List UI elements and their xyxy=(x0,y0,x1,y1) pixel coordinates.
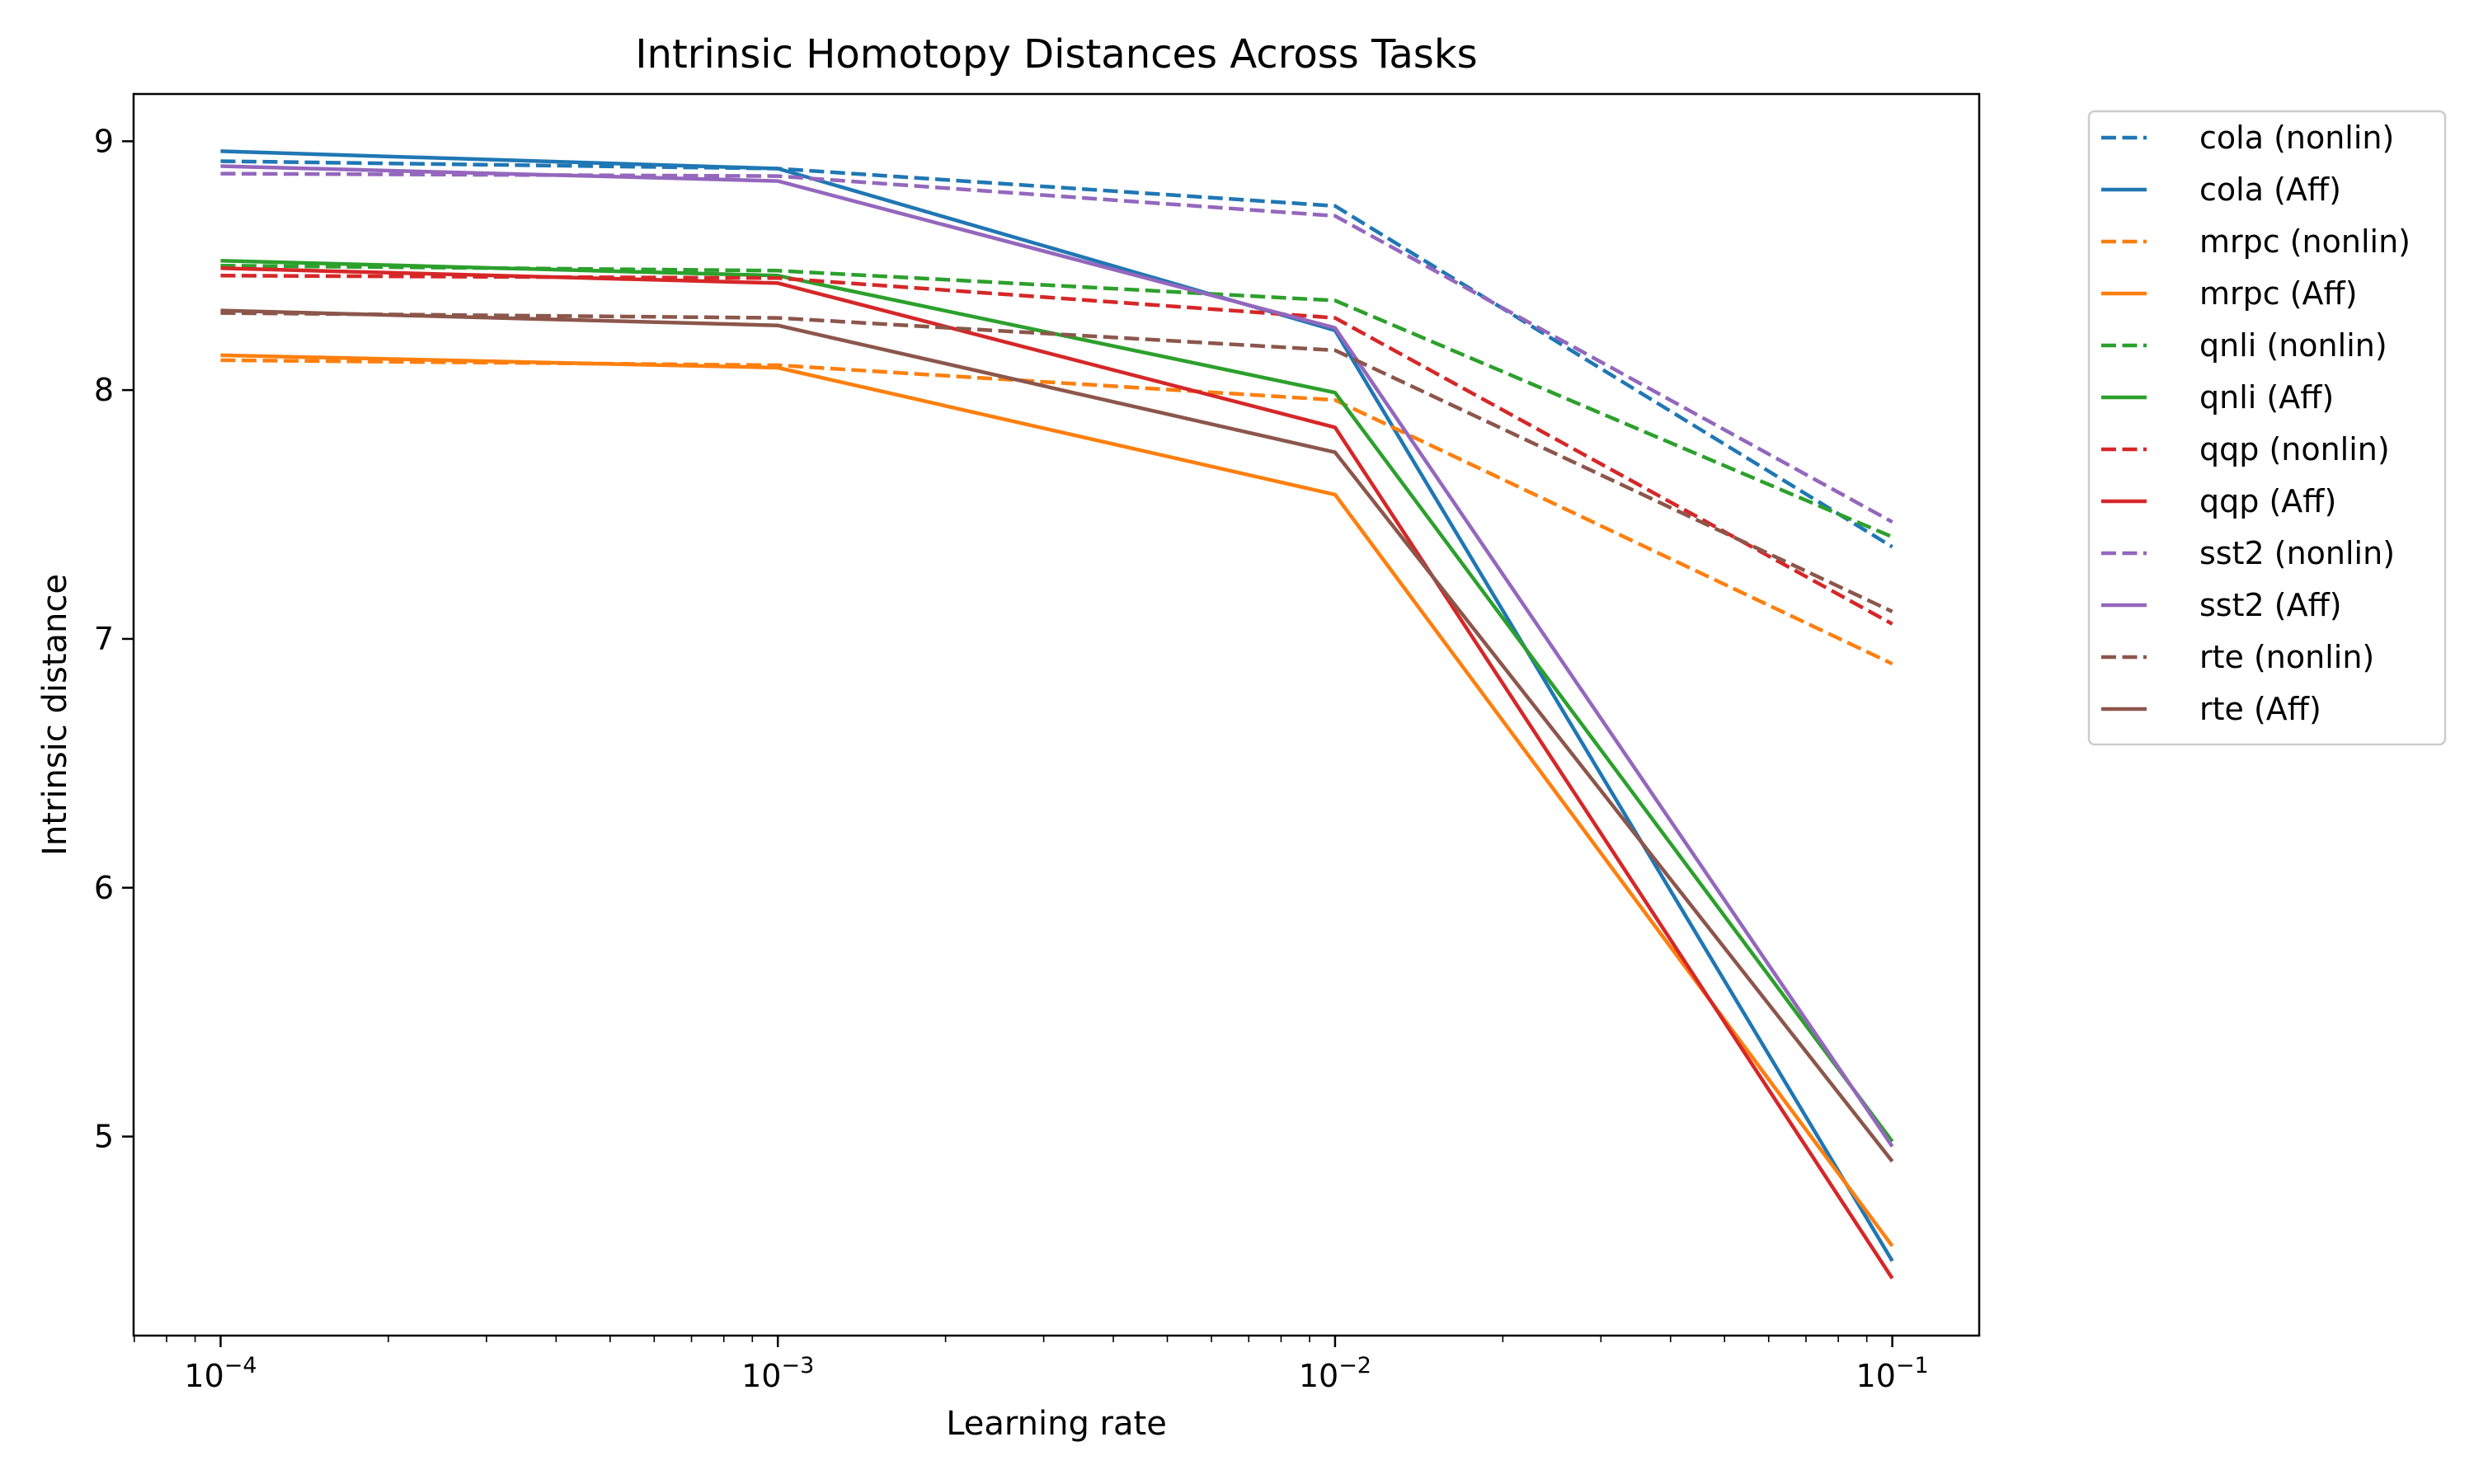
legend-label: rte (nonlin) xyxy=(2199,639,2374,675)
legend-label: cola (nonlin) xyxy=(2199,120,2394,156)
legend-label: mrpc (Aff) xyxy=(2199,275,2358,312)
series-line-qnli-aff xyxy=(220,258,1894,1143)
x-axis: 10−4 10−3 10−2 10−1 xyxy=(134,1336,1929,1394)
legend: cola (nonlin) cola (Aff) mrpc (nonlin) mrpc… xyxy=(2087,110,2447,746)
y-tick-label: 7 xyxy=(94,621,114,657)
chart-title: Intrinsic Homotopy Distances Across Task… xyxy=(635,31,1477,77)
y-axis: 5 6 7 8 9 xyxy=(94,123,134,1155)
legend-box xyxy=(2087,110,2447,746)
legend-label: rte (Aff) xyxy=(2199,691,2321,727)
legend-label: qnli (nonlin) xyxy=(2199,327,2387,364)
y-tick-label: 8 xyxy=(94,372,114,408)
legend-label: sst2 (nonlin) xyxy=(2199,535,2395,571)
x-axis-label: Learning rate xyxy=(946,1405,1167,1443)
series-line-sst2-aff xyxy=(220,164,1894,1148)
legend-entries: cola (nonlin) cola (Aff) mrpc (nonlin) mrpc… xyxy=(2101,120,2411,727)
plot-frame xyxy=(132,92,1981,1337)
series-line-rte-nonlin xyxy=(220,311,1893,613)
y-tick-label: 9 xyxy=(94,123,114,159)
y-axis-label: Intrinsic distance xyxy=(36,574,74,856)
plot-lines xyxy=(220,149,1894,1280)
series-line-mrpc-aff xyxy=(220,353,1894,1247)
series-line-cola-aff xyxy=(220,149,1894,1262)
x-tick-label: 10−2 xyxy=(1299,1353,1371,1394)
series-line-rte-aff xyxy=(220,308,1894,1163)
legend-label: cola (Aff) xyxy=(2199,171,2341,208)
legend-label: qnli (Aff) xyxy=(2199,379,2334,416)
series-line-cola-nonlin xyxy=(220,159,1893,549)
legend-label: sst2 (Aff) xyxy=(2199,587,2342,623)
legend-label: qqp (nonlin) xyxy=(2199,431,2390,467)
legend-label: mrpc (nonlin) xyxy=(2199,223,2411,260)
x-tick-label: 10−3 xyxy=(741,1353,814,1394)
legend-label: qqp (Aff) xyxy=(2199,483,2336,519)
y-tick-label: 6 xyxy=(94,870,114,906)
x-tick-label: 10−4 xyxy=(184,1353,256,1394)
y-tick-label: 5 xyxy=(94,1119,114,1155)
x-tick-label: 10−1 xyxy=(1856,1353,1929,1394)
series-line-qqp-aff xyxy=(220,266,1894,1280)
